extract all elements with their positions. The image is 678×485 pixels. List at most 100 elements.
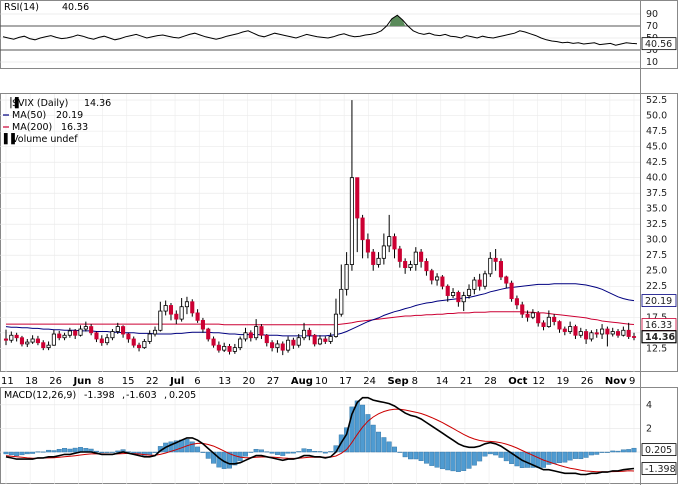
candle-body bbox=[200, 319, 205, 330]
macd-histogram-bar bbox=[248, 451, 254, 453]
x-axis-label: 21 bbox=[460, 376, 473, 387]
price-tick-label: 35.0 bbox=[646, 204, 667, 215]
candle-body bbox=[142, 341, 147, 349]
macd-histogram-bar bbox=[280, 451, 286, 456]
rsi-line bbox=[2, 14, 638, 46]
price-last-value: 16.33 bbox=[645, 320, 672, 331]
macd-histogram-bar bbox=[434, 451, 440, 468]
candle bbox=[275, 340, 280, 353]
x-axis-label: 6 bbox=[194, 376, 200, 387]
price-tick-label: 50.0 bbox=[646, 111, 667, 122]
candle bbox=[466, 284, 472, 299]
candle bbox=[621, 326, 626, 337]
candle-body bbox=[472, 279, 477, 290]
macd-histogram-bar bbox=[253, 448, 259, 453]
rsi-legend-value: 40.56 bbox=[62, 2, 89, 13]
candle-body bbox=[248, 332, 253, 339]
candle bbox=[365, 233, 370, 259]
candle-body bbox=[270, 342, 275, 349]
macd-histogram-bar bbox=[397, 451, 403, 453]
candle bbox=[14, 332, 19, 342]
candle-body bbox=[392, 236, 397, 250]
candle-body bbox=[190, 301, 195, 314]
x-axis-label: 28 bbox=[484, 376, 497, 387]
macd-histogram-bar bbox=[551, 451, 557, 464]
macd-histogram-bar bbox=[354, 400, 360, 453]
price-legend-value: 16.33 bbox=[61, 122, 88, 133]
candle-body bbox=[238, 338, 243, 349]
macd-histogram-bar bbox=[306, 448, 312, 453]
candle bbox=[142, 338, 147, 349]
candle-body bbox=[477, 279, 482, 287]
macd-histogram-bar bbox=[285, 451, 291, 454]
macd-histogram-bar bbox=[604, 451, 610, 453]
candle-body bbox=[301, 329, 307, 339]
macd-histogram-bar bbox=[328, 451, 334, 453]
candle bbox=[264, 334, 269, 347]
macd-legend-sep: , bbox=[122, 390, 125, 401]
candle bbox=[594, 329, 599, 338]
candle-body bbox=[227, 346, 232, 352]
price-tick-label: 27.5 bbox=[646, 250, 667, 261]
candle bbox=[30, 335, 35, 344]
candle-body bbox=[589, 332, 594, 340]
candle-body bbox=[365, 239, 370, 253]
macd-histogram-bar bbox=[67, 448, 73, 453]
macd-histogram-bar bbox=[296, 451, 302, 453]
macd-last-value: 0.205 bbox=[645, 445, 672, 456]
candle bbox=[562, 326, 567, 336]
candle-body bbox=[19, 337, 25, 345]
macd-histogram-bar bbox=[392, 446, 397, 453]
macd-histogram-bar bbox=[227, 451, 232, 469]
candle bbox=[25, 338, 30, 348]
candle bbox=[312, 334, 317, 347]
macd-histogram-bar bbox=[195, 446, 201, 453]
candle bbox=[126, 332, 131, 343]
candle bbox=[227, 343, 232, 355]
price-tick-label: 52.5 bbox=[646, 95, 667, 106]
macd-histogram-bar bbox=[14, 451, 20, 457]
candle-body bbox=[296, 337, 301, 346]
candle bbox=[578, 327, 583, 338]
candle-body bbox=[131, 338, 136, 346]
candle-body bbox=[232, 347, 237, 352]
candle bbox=[307, 327, 312, 341]
candle-body bbox=[168, 305, 174, 315]
price-last-value-box bbox=[641, 294, 677, 307]
price-tick-label: 25.0 bbox=[646, 266, 667, 277]
candle-body bbox=[328, 336, 333, 342]
macd-histogram-bar bbox=[72, 447, 78, 453]
candle-body bbox=[126, 333, 131, 340]
candle bbox=[509, 280, 514, 302]
candle-body bbox=[9, 334, 14, 341]
candle bbox=[536, 311, 541, 327]
macd-histogram-bar bbox=[322, 451, 328, 454]
macd-histogram-bar bbox=[588, 451, 594, 456]
candle-body bbox=[461, 295, 466, 303]
x-axis-label: 18 bbox=[25, 376, 38, 387]
macd-histogram-bar bbox=[274, 451, 280, 455]
macd-tick-label: 2 bbox=[646, 423, 652, 434]
candle bbox=[333, 298, 339, 338]
ma200-line bbox=[6, 311, 635, 326]
price-tick-label: 47.5 bbox=[646, 126, 667, 137]
candle bbox=[195, 309, 200, 323]
candle bbox=[105, 334, 110, 346]
x-axis-label: 11 bbox=[1, 376, 14, 387]
candle bbox=[477, 273, 482, 291]
macd-histogram-bar bbox=[615, 450, 621, 453]
macd-histogram-bar bbox=[46, 449, 52, 453]
macd-histogram-bar bbox=[211, 451, 217, 464]
candle-body bbox=[184, 301, 189, 308]
macd-histogram-bar bbox=[445, 451, 451, 471]
price-tick-label: 17.5 bbox=[646, 312, 667, 323]
candle bbox=[493, 249, 498, 271]
candle-body bbox=[222, 346, 227, 351]
macd-histogram-bar bbox=[567, 451, 573, 461]
candle bbox=[525, 310, 530, 322]
candle bbox=[552, 314, 557, 326]
candle bbox=[557, 320, 562, 333]
macd-histogram-bar bbox=[477, 451, 483, 462]
candle bbox=[99, 335, 104, 346]
x-axis-label: 26 bbox=[581, 376, 594, 387]
